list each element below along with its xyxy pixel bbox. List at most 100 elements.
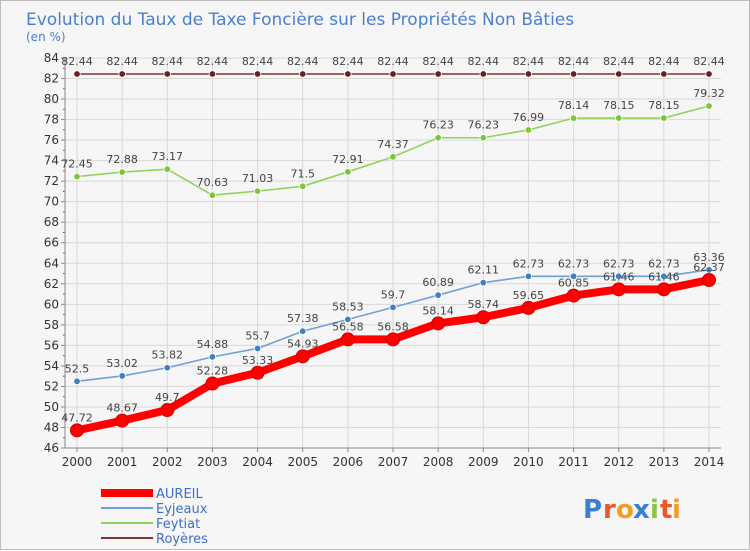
data-point <box>118 372 126 380</box>
data-point <box>344 315 352 324</box>
data-label: 58.53 <box>332 300 364 313</box>
legend-label: AUREIL <box>156 487 203 502</box>
data-point <box>615 272 623 280</box>
logo-letter: i <box>672 495 681 525</box>
data-point <box>163 364 171 372</box>
y-tick-label: 58 <box>44 318 59 332</box>
data-point <box>524 272 533 280</box>
data-label: 70.63 <box>197 176 229 189</box>
data-label: 78.14 <box>558 99 590 112</box>
data-label: 72.45 <box>61 158 93 171</box>
legend-label: Eyjeaux <box>156 502 208 517</box>
data-label: 53.33 <box>242 354 274 367</box>
data-point <box>566 288 581 303</box>
data-label: 82.44 <box>61 55 93 68</box>
data-point <box>73 70 81 78</box>
data-label: 82.44 <box>468 55 500 68</box>
data-point <box>524 126 533 134</box>
data-point <box>73 377 81 385</box>
data-label: 59.65 <box>513 289 545 302</box>
x-tick-label: 2005 <box>287 455 318 469</box>
y-tick-label: 62 <box>44 277 59 291</box>
data-label: 71.03 <box>242 172 274 185</box>
data-point <box>656 282 671 297</box>
data-point <box>115 413 130 428</box>
data-point <box>295 349 310 364</box>
data-point <box>253 70 262 78</box>
logo-letter: x <box>633 495 650 525</box>
logo-letter: P <box>583 495 602 525</box>
data-label: 60.85 <box>558 277 590 290</box>
data-label: 54.93 <box>287 337 319 350</box>
data-point <box>476 310 491 325</box>
data-point <box>611 282 626 297</box>
x-tick-label: 2003 <box>197 455 228 469</box>
data-label: 76.23 <box>422 119 454 132</box>
y-tick-label: 46 <box>44 441 59 455</box>
data-point <box>389 153 397 161</box>
data-label: 82.44 <box>603 55 635 68</box>
data-label: 78.15 <box>603 99 635 112</box>
data-label: 82.44 <box>513 55 545 68</box>
data-point <box>208 70 217 78</box>
data-label: 82.44 <box>197 55 229 68</box>
y-tick-label: 76 <box>44 133 59 147</box>
data-label: 47.72 <box>61 411 93 424</box>
data-label: 60.89 <box>422 276 454 289</box>
data-point <box>434 70 442 78</box>
y-tick-label: 54 <box>44 359 59 373</box>
data-point <box>479 278 487 287</box>
data-label: 76.23 <box>468 119 500 132</box>
data-point <box>118 168 126 176</box>
data-point <box>569 114 578 122</box>
data-label: 82.44 <box>377 55 409 68</box>
data-label: 58.14 <box>422 304 454 317</box>
data-label: 82.44 <box>287 55 319 68</box>
y-tick-label: 48 <box>44 420 59 434</box>
data-label: 61.46 <box>648 270 680 283</box>
data-point <box>615 70 623 78</box>
y-tick-label: 78 <box>44 113 59 127</box>
data-point <box>389 70 397 78</box>
data-label: 82.44 <box>332 55 364 68</box>
data-label: 62.73 <box>648 257 680 270</box>
data-label: 58.74 <box>468 298 500 311</box>
data-point <box>389 303 397 312</box>
data-point <box>253 187 262 195</box>
x-tick-label: 2000 <box>62 455 93 469</box>
plot-area: 46 48 50 52 54 56 58 60 62 64 66 68 70 72 74 76 78 80 82 84… <box>44 51 725 469</box>
data-label: 61.46 <box>603 270 635 283</box>
x-tick-label: 2011 <box>558 455 589 469</box>
data-label: 73.17 <box>152 150 184 163</box>
data-label: 82.44 <box>152 55 184 68</box>
data-label: 56.58 <box>377 320 409 333</box>
data-point <box>479 70 487 78</box>
x-tick-label: 2010 <box>513 455 544 469</box>
data-point <box>524 70 533 78</box>
x-tick-label: 2004 <box>242 455 273 469</box>
data-point <box>299 327 307 335</box>
x-tick-label: 2008 <box>423 455 454 469</box>
data-point <box>569 272 578 280</box>
legend-label: Feytiat <box>156 517 200 532</box>
x-tick-label: 2014 <box>694 455 725 469</box>
data-point <box>299 70 307 78</box>
data-point <box>299 182 307 190</box>
chart-title: Evolution du Taux de Taxe Foncière sur l… <box>26 10 574 30</box>
data-point <box>386 332 400 347</box>
data-point <box>660 114 668 122</box>
data-label: 62.73 <box>513 257 545 270</box>
data-point <box>660 272 668 280</box>
data-point <box>434 134 442 142</box>
data-label: 79.32 <box>693 87 725 100</box>
data-point <box>344 70 352 78</box>
logo-letter: i <box>650 495 659 525</box>
y-tick-label: 82 <box>44 72 59 86</box>
data-label: 78.15 <box>648 99 680 112</box>
data-label: 82.44 <box>558 55 590 68</box>
data-label: 82.44 <box>693 55 725 68</box>
y-tick-label: 64 <box>44 256 59 270</box>
data-point <box>160 403 175 418</box>
